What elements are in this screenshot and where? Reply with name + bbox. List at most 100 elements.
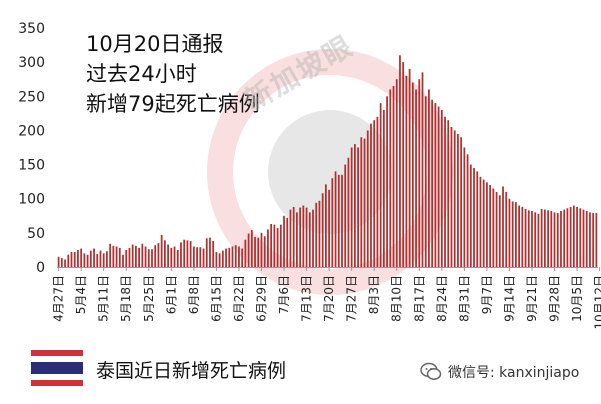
bar <box>408 68 411 267</box>
bar <box>122 254 124 267</box>
bar <box>67 254 70 267</box>
bar <box>273 224 276 267</box>
x-tick-label: 8月17日 <box>412 275 426 322</box>
x-tick-label: 6月8日 <box>187 275 201 314</box>
x-tick-label: 10月12日 <box>593 275 601 330</box>
bar <box>147 249 150 267</box>
bar <box>180 242 182 267</box>
x-tick-label: 5月11日 <box>97 275 111 322</box>
y-tick-label: 250 <box>18 89 45 105</box>
bar <box>482 179 485 267</box>
bar <box>376 116 379 268</box>
bar <box>560 211 562 267</box>
x-tick-label: 9月7日 <box>480 275 494 314</box>
bar <box>318 200 321 267</box>
bar <box>170 247 173 267</box>
bar-chart: 0 50 100 150 200 250 300 350 4月27日 5月4日 5月11日 5月18日… <box>18 21 601 330</box>
bar <box>540 208 543 267</box>
bar <box>60 258 63 267</box>
x-tick-label: 8月24日 <box>435 275 449 322</box>
bar <box>73 251 76 267</box>
x-tick-label: 9月28日 <box>548 275 562 322</box>
bar <box>228 247 231 267</box>
x-tick-label: 9月21日 <box>525 275 539 322</box>
x-tick-label: 8月31日 <box>457 275 471 322</box>
bar <box>125 249 128 267</box>
bar <box>144 246 147 267</box>
bar <box>386 96 388 267</box>
x-tick-label: 5月4日 <box>74 275 88 314</box>
bar <box>96 254 99 267</box>
bar <box>263 236 266 267</box>
bar <box>270 223 273 267</box>
bar <box>489 185 492 267</box>
bar <box>328 189 330 267</box>
bar <box>486 182 488 267</box>
x-tick-label: 4月27日 <box>52 275 66 322</box>
bar <box>102 253 105 267</box>
x-tick-label: 10月5日 <box>570 275 584 322</box>
title-line-period: 过去24小时 <box>86 62 197 86</box>
bar <box>437 106 440 267</box>
bar <box>57 256 60 267</box>
bar <box>186 240 189 267</box>
bar <box>453 130 456 267</box>
y-tick-label: 50 <box>27 226 45 242</box>
bar <box>566 208 569 267</box>
bar <box>315 202 318 267</box>
bar <box>418 79 421 268</box>
bar <box>492 188 495 267</box>
bar <box>254 236 256 267</box>
bar <box>302 205 305 267</box>
bar <box>99 250 102 267</box>
title-line-date: 10月20日通报 <box>86 32 224 56</box>
bar <box>173 246 176 267</box>
bar <box>209 237 211 267</box>
bar <box>534 212 537 267</box>
bar <box>279 224 282 267</box>
bar <box>112 245 115 267</box>
bar <box>373 120 376 267</box>
y-tick-label: 200 <box>18 123 45 139</box>
bar <box>93 248 95 267</box>
bar <box>257 237 260 267</box>
bar <box>321 193 324 267</box>
bar <box>77 249 79 267</box>
bar <box>89 250 92 267</box>
bar <box>531 211 533 267</box>
bar <box>457 133 459 267</box>
bar <box>138 247 140 267</box>
bar <box>109 243 112 267</box>
bar <box>64 259 66 267</box>
bar <box>106 251 108 267</box>
wechat-id-label: 微信号: kanxinjiapo <box>448 365 580 381</box>
bar <box>502 186 504 267</box>
bar <box>434 103 437 267</box>
bar <box>196 247 198 267</box>
x-tick-label: 8月3日 <box>367 275 381 314</box>
x-tick-label: 7月6日 <box>277 275 291 314</box>
bar <box>399 55 401 268</box>
bar <box>305 207 308 267</box>
wechat-icon <box>420 362 442 380</box>
watermark-ring <box>207 49 453 295</box>
bar <box>421 72 424 267</box>
bar <box>218 253 221 267</box>
x-tick-label: 7月13日 <box>300 275 314 322</box>
x-tick-label: 5月25日 <box>142 275 156 322</box>
bar <box>151 249 153 267</box>
bar <box>444 116 446 268</box>
bar <box>495 191 498 267</box>
bar <box>241 248 244 267</box>
x-tick-label: 7月20日 <box>322 275 336 322</box>
bar <box>463 147 466 267</box>
bar <box>582 209 585 267</box>
bar <box>585 211 588 267</box>
bar <box>363 138 366 267</box>
bar <box>118 247 121 267</box>
bar <box>160 234 163 267</box>
bar <box>80 248 83 267</box>
bar <box>424 96 427 267</box>
bar <box>440 109 443 267</box>
x-tick-label: 6月22日 <box>232 275 246 322</box>
